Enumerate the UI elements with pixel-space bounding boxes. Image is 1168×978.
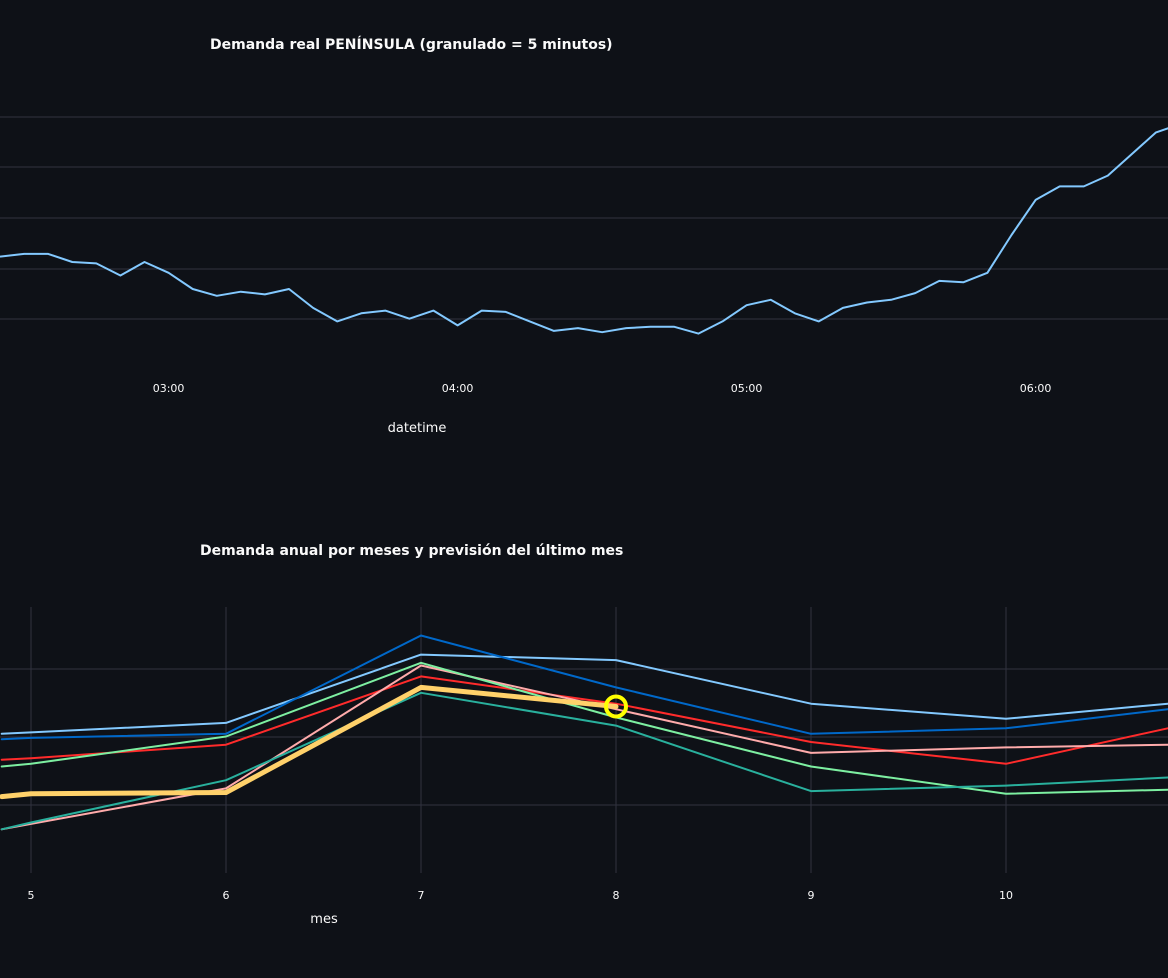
chart2-x-tick-label: 6 <box>223 889 230 902</box>
chart2-x-tick-label: 9 <box>808 889 815 902</box>
chart2-x-tick-label: 7 <box>418 889 425 902</box>
chart1-plot[interactable]: 03:00 04:00 05:00 06:00 datetime <box>0 0 1168 440</box>
chart2-x-tick-label: 10 <box>999 889 1013 902</box>
chart1-x-tick-label: 06:00 <box>1020 382 1052 395</box>
chart1-series-line[interactable] <box>0 124 1168 335</box>
chart2-highlight-marker[interactable] <box>604 694 628 719</box>
chart2-series-line[interactable] <box>0 634 1168 741</box>
chart2-series-line[interactable] <box>0 664 1168 831</box>
chart1-x-tick-label: 05:00 <box>731 382 763 395</box>
chart2-title: Demanda anual por meses y previsión del … <box>200 543 624 559</box>
chart1-x-tick-label: 04:00 <box>442 382 474 395</box>
chart2-x-tick-label: 5 <box>28 889 35 902</box>
chart1-x-axis-title: datetime <box>388 421 447 436</box>
chart2-series-line[interactable] <box>0 653 1168 735</box>
chart2-x-axis-title: mes <box>310 912 338 927</box>
chart1-title: Demanda real PENÍNSULA (granulado = 5 mi… <box>210 37 613 53</box>
chart1-x-tick-label: 03:00 <box>153 382 185 395</box>
chart2-series-line[interactable] <box>0 684 619 800</box>
chart2-series-line[interactable] <box>0 661 1168 795</box>
chart2-series-line[interactable] <box>0 691 1168 831</box>
chart2-x-tick-label: 8 <box>613 889 620 902</box>
